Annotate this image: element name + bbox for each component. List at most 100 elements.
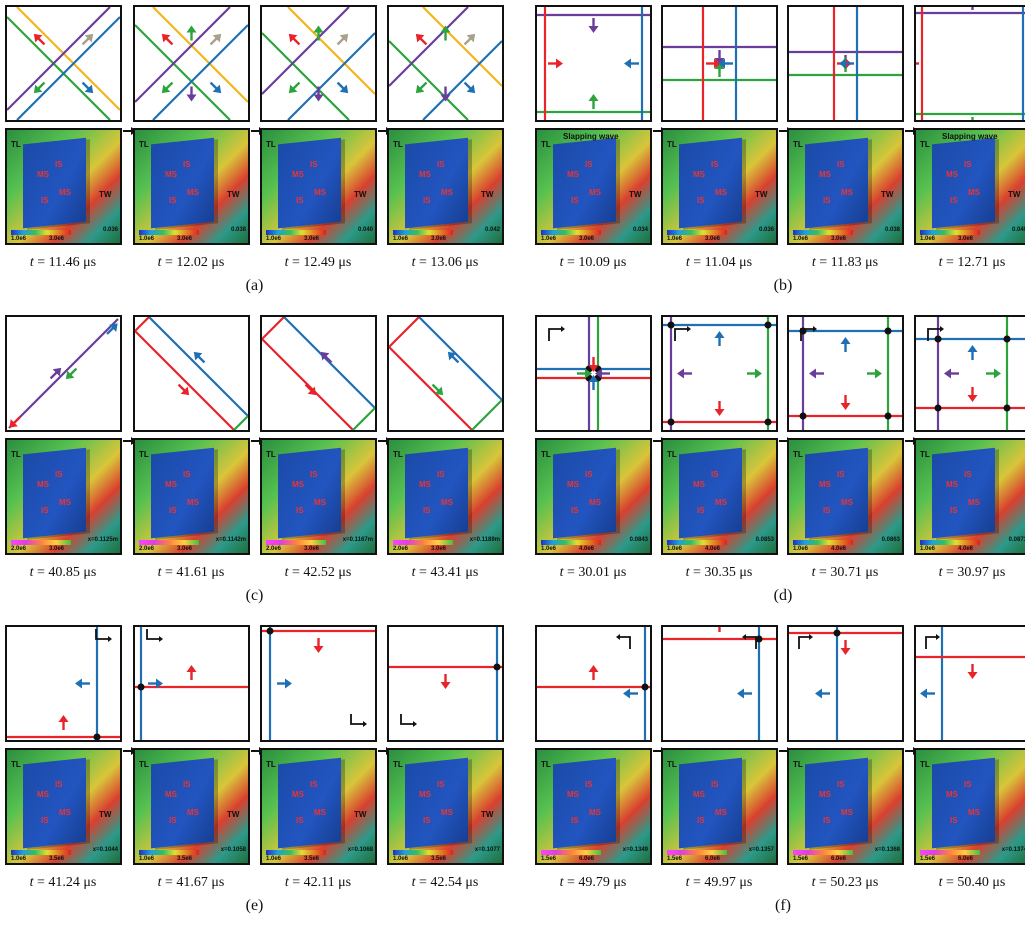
colorbar — [667, 540, 727, 545]
wave-arrow-icon — [867, 368, 882, 379]
material-slab — [678, 757, 743, 849]
sim-label-tl: TL — [920, 760, 930, 769]
time-caption: t = 13.06 μs — [380, 255, 510, 271]
material-slab — [277, 447, 342, 539]
sim-label-tw: TW — [481, 190, 494, 199]
sim-label-tl: TL — [793, 450, 803, 459]
sim-label-ms: MS — [59, 188, 71, 197]
sim-label-is: IS — [296, 196, 304, 205]
sim-label-ms: MS — [419, 480, 431, 489]
simulation-image: MS IS MS IS TL 2.0e6 3.0e6 x=0.1142m — [133, 438, 250, 555]
colorbar-min: 1.0e6 — [139, 856, 155, 862]
time-caption: t = 40.85 μs — [0, 565, 128, 581]
wave-arrow-icon — [320, 351, 333, 364]
colorbar-max: 4.0e6 — [958, 546, 974, 552]
wave-arrow-icon — [809, 368, 824, 379]
colorbar-min: 2.0e6 — [266, 546, 282, 552]
sim-label-tw: TW — [354, 190, 367, 199]
corner-arrow-icon — [95, 629, 112, 642]
wave-diagram — [661, 625, 778, 742]
sim-label-ms: MS — [693, 170, 705, 179]
time-symbol: t — [811, 875, 816, 890]
material-slab — [552, 447, 617, 539]
sim-label-tw: TW — [1008, 190, 1021, 199]
wave-line — [16, 16, 120, 120]
wave-arrow-icon — [447, 351, 460, 364]
sim-label-ms: MS — [59, 808, 71, 817]
sim-label-is: IS — [437, 470, 445, 479]
colorbar-max: 3.0e6 — [705, 236, 721, 242]
wave-line — [152, 7, 248, 103]
wave-arrow-icon — [58, 715, 69, 730]
wave-diagram — [787, 315, 904, 432]
sim-label-ms: MS — [946, 790, 958, 799]
material-slab — [404, 137, 469, 229]
sim-label-slapping: Slapping wave — [942, 132, 998, 141]
material-slab — [22, 447, 87, 539]
time-symbol: t — [29, 565, 34, 580]
sim-label-ms: MS — [968, 808, 980, 817]
wave-diagram-svg — [135, 627, 248, 740]
colorbar-min: 1.0e6 — [266, 236, 282, 242]
sim-label-tl: TL — [266, 450, 276, 459]
wave-arrow-icon — [440, 25, 451, 41]
time-symbol: t — [411, 875, 416, 890]
colorbar-max: 3.5e6 — [177, 856, 193, 862]
time-symbol: t — [559, 875, 564, 890]
wave-arrow-icon — [588, 18, 599, 33]
colorbar — [266, 230, 326, 235]
sim-label-ms: MS — [567, 480, 579, 489]
wave-diagram — [387, 5, 504, 122]
material-slab — [404, 757, 469, 849]
colorbar-min: 1.5e6 — [793, 856, 809, 862]
wave-diagram-svg — [663, 627, 776, 740]
sim-coordinate: x=0.1189m — [469, 537, 500, 543]
wave-diagram — [5, 5, 122, 122]
sim-coordinate: 0.0863 — [881, 537, 900, 543]
wave-diagram — [5, 315, 122, 432]
wave-diagram-svg — [916, 317, 1025, 430]
wave-arrow-icon — [718, 58, 733, 69]
wave-diagram — [535, 315, 652, 432]
sim-label-tw: TW — [629, 190, 642, 199]
wave-arrow-icon — [714, 331, 725, 346]
simulation-image: MS IS MS IS TL 2.0e6 3.0e6 x=0.1125m — [5, 438, 122, 555]
colorbar — [793, 540, 853, 545]
sim-label-ms: MS — [968, 498, 980, 507]
time-caption: t = 12.02 μs — [126, 255, 256, 271]
wave-diagram-svg — [916, 7, 1025, 120]
colorbar — [793, 850, 853, 855]
time-caption: t = 30.35 μs — [654, 565, 784, 581]
colorbar-max: 3.0e6 — [177, 236, 193, 242]
colorbar-max: 4.0e6 — [579, 546, 595, 552]
material-slab — [678, 447, 743, 539]
sim-label-is: IS — [296, 506, 304, 515]
colorbar-min: 1.0e6 — [793, 236, 809, 242]
wave-arrow-icon — [986, 368, 1001, 379]
junction-dot — [1003, 335, 1011, 343]
colorbar-max: 4.0e6 — [831, 546, 847, 552]
wave-arrow-icon — [75, 678, 90, 689]
sim-coordinate: 0.036 — [758, 227, 774, 233]
colorbar-max: 3.0e6 — [831, 236, 847, 242]
simulation-image: MS IS MS IS TL TW 1.0e6 3.0e6 0.038 — [787, 128, 904, 245]
time-caption: t = 42.11 μs — [253, 875, 383, 891]
time-caption: t = 12.49 μs — [253, 255, 383, 271]
wave-arrow-icon — [967, 345, 978, 360]
wave-arrow-icon — [588, 94, 599, 109]
corner-arrow-icon — [927, 326, 944, 341]
colorbar-min: 1.0e6 — [541, 236, 557, 242]
time-symbol: t — [284, 875, 289, 890]
sim-label-tw: TW — [99, 810, 112, 819]
sim-label-is: IS — [55, 160, 63, 169]
time-caption: t = 50.23 μs — [780, 875, 910, 891]
wave-diagram — [914, 625, 1025, 742]
simulation-image: MS IS MS IS TL TW Slapping wave 1.0e6 3.0e6 0.034 — [535, 128, 652, 245]
sim-coordinate: x=0.1357 — [748, 847, 774, 853]
wave-diagram — [661, 315, 778, 432]
wave-arrow-icon — [161, 81, 174, 94]
sim-label-is: IS — [697, 196, 705, 205]
wave-diagram — [914, 315, 1025, 432]
wave-arrow-icon — [336, 81, 349, 94]
sim-label-ms: MS — [419, 790, 431, 799]
